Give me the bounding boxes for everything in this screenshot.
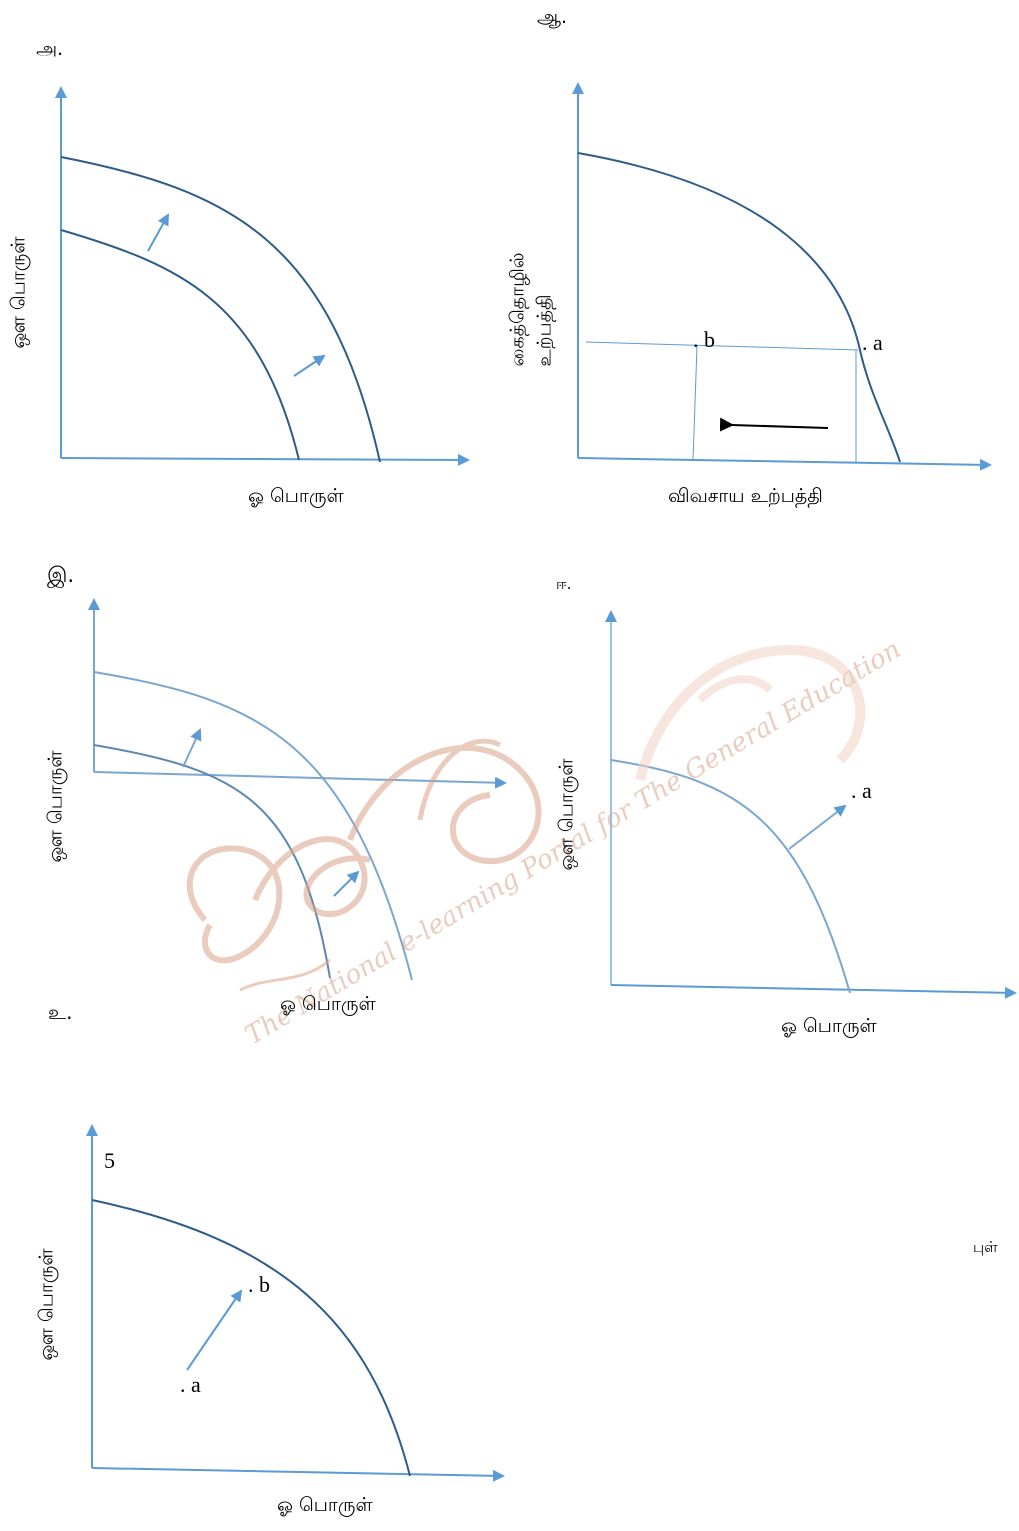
panel-c-ppc-outer <box>93 671 413 981</box>
panel-e-y-tick-5: 5 <box>104 1148 115 1173</box>
panel-a-marker: அ. <box>36 38 64 60</box>
panel-c-x-axis <box>93 771 507 789</box>
panel-a-shift-arrow-2 <box>293 354 326 377</box>
panel-e-point-b: . b <box>248 1272 270 1297</box>
panel-c-x-label: ஓ பொருள் <box>280 993 376 1015</box>
panel-b-x-label: விவசாய உற்பத்தி <box>668 485 823 507</box>
side-text-fragment: புள் <box>973 1238 998 1256</box>
panel-e-ppc <box>91 1199 411 1477</box>
panel-d-marker: ஈ. <box>556 575 572 593</box>
panel-c-shift-arrow-1 <box>182 728 202 768</box>
panel-e-y-label: ஔ பொருள் <box>35 1248 58 1361</box>
panel-a-y-label: ஔ பொருள் <box>7 236 30 349</box>
panel-c-ppc-inner <box>93 744 331 979</box>
panel-b-x-axis <box>577 457 992 471</box>
panel-b-ppc <box>577 152 901 463</box>
panel-a-shift-arrow-1 <box>147 213 169 252</box>
panel-b-point-a: . a <box>862 330 883 355</box>
panel-a-x-axis <box>60 453 470 466</box>
panel-e-point-a: . a <box>180 1372 201 1397</box>
panel-a-ppc-outer <box>60 156 381 463</box>
panel-e-x-axis <box>91 1467 505 1482</box>
panel-c-marker: இ. <box>47 563 75 587</box>
panel-d-ppc <box>610 759 851 994</box>
panel-c-shift-arrow-2 <box>333 870 360 897</box>
panel-b-guide-b-drop <box>692 345 698 461</box>
panel-b-movement-arrow <box>719 417 829 432</box>
panel-b-point-b: . b <box>693 327 715 352</box>
panel-d-x-axis <box>610 984 1017 999</box>
panel-d-y-label: ஔ பொருள் <box>555 758 578 871</box>
panel-a-ppc-inner <box>60 229 300 461</box>
panel-d-x-label: ஓ பொருள் <box>781 1015 877 1037</box>
panel-c-y-label: ஔ பொருள் <box>44 750 67 863</box>
panel-b-y-label-line1: கைத்தொழில் <box>506 252 529 367</box>
panel-b-horizontal-guide <box>585 341 859 351</box>
panel-d-shift-arrow <box>788 804 847 850</box>
panel-e-marker: உ. <box>48 1000 73 1024</box>
panel-b-marker: ஆ. <box>537 6 568 28</box>
panel-e-movement-arrow <box>186 1289 243 1371</box>
panel-d-point-a: . a <box>851 778 872 803</box>
panel-e-x-label: ஓ பொருள் <box>277 1494 373 1516</box>
panel-a-x-label: ஓ பொருள் <box>248 485 344 507</box>
panel-b-y-label-line2: உற்பத்தி <box>533 294 556 367</box>
